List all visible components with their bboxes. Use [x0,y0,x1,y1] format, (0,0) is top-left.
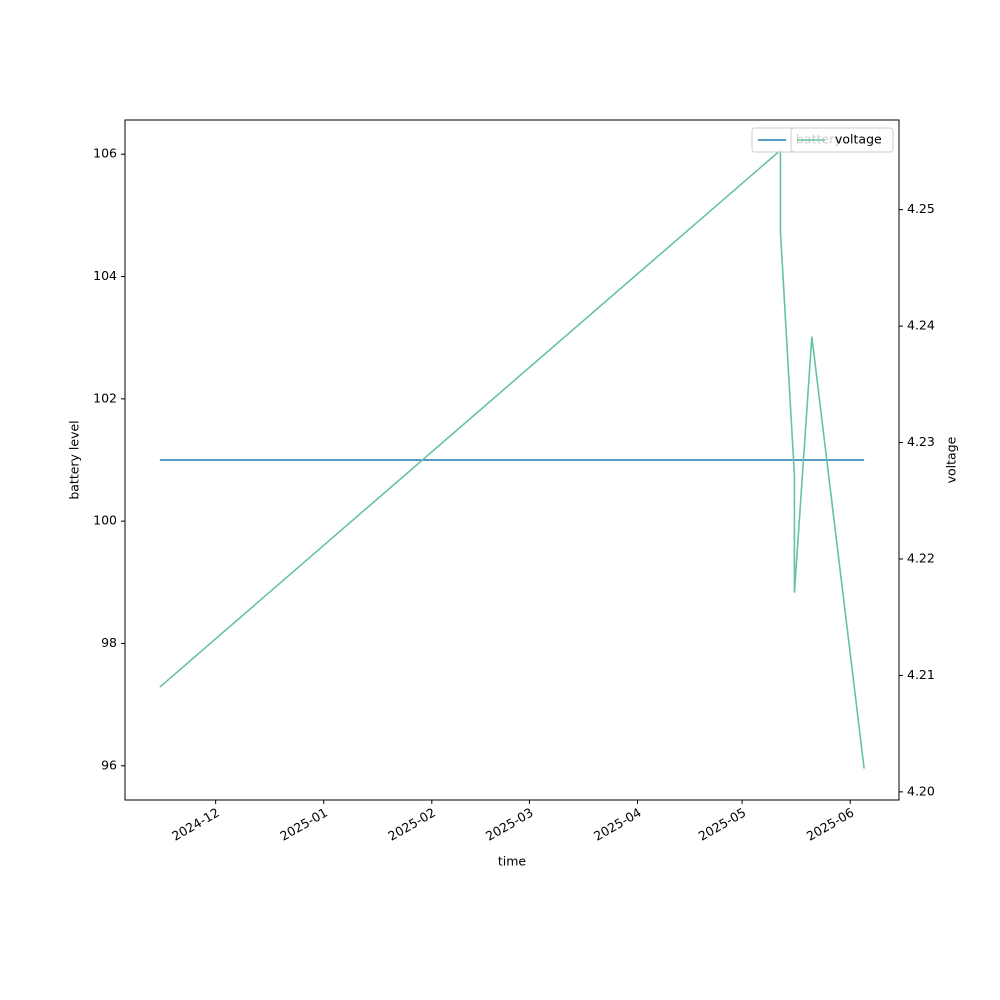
y-axis-label: battery level [67,420,82,499]
x-tick-label: 2024-12 [169,805,222,844]
x-tick-label: 2025-05 [696,805,749,844]
y-tick-label: 98 [101,635,117,650]
x-tick-label: 2025-01 [277,805,330,844]
y2-tick-label: 4.22 [907,550,935,565]
y2-tick-label: 4.23 [907,434,935,449]
x-axis-label: time [498,854,527,869]
y-tick-label: 96 [101,757,117,772]
y2-tick-label: 4.24 [907,318,935,333]
y2-tick-label: 4.21 [907,667,935,682]
legend-box [790,127,894,153]
y2-axis-label: voltage [944,436,959,483]
y-tick-label: 102 [93,390,117,405]
y2-tick-label: 4.25 [907,201,935,216]
y-tick-label: 100 [93,513,117,528]
legend-label: voltage [835,132,882,147]
x-tick-label: 2025-02 [385,805,438,844]
y-tick-label: 104 [93,268,117,283]
x-tick-label: 2025-06 [804,805,857,844]
x-tick-label: 2025-04 [591,805,644,844]
y2-tick-label: 4.20 [907,783,935,798]
y-tick-label: 106 [93,146,117,161]
x-tick-label: 2025-03 [483,805,536,844]
plot-frame [124,119,900,801]
